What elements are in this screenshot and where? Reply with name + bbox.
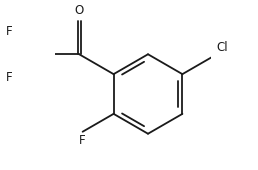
- Text: Cl: Cl: [217, 41, 228, 54]
- Text: O: O: [75, 4, 84, 17]
- Text: F: F: [5, 25, 12, 38]
- Text: F: F: [79, 134, 86, 147]
- Text: F: F: [5, 71, 12, 84]
